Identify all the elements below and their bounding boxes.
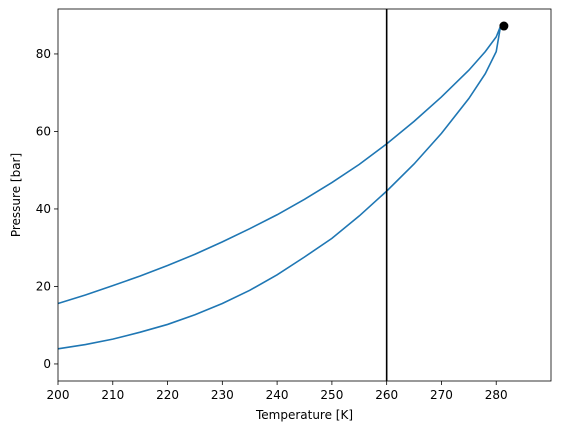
y-tick-label: 40 (36, 202, 51, 216)
x-tick-label: 210 (101, 388, 124, 402)
x-tick-label: 260 (375, 388, 398, 402)
plot-background (58, 9, 551, 381)
x-axis-label: Temperature [K] (255, 408, 353, 422)
x-tick-label: 240 (266, 388, 289, 402)
critical-point-marker (499, 21, 509, 31)
x-tick-label: 280 (485, 388, 508, 402)
x-tick-label: 270 (430, 388, 453, 402)
y-tick-label: 60 (36, 124, 51, 138)
x-tick-label: 230 (211, 388, 234, 402)
marks-layer (385, 9, 509, 381)
x-tick-label: 250 (320, 388, 343, 402)
series-line-1 (57, 25, 502, 305)
y-tick-label: 80 (36, 47, 51, 61)
y-axis-ticks: 0 20 40 60 80 (36, 47, 58, 371)
x-tick-label: 200 (47, 388, 70, 402)
series-line-2 (57, 25, 502, 350)
y-axis-label: Pressure [bar] (9, 153, 23, 237)
y-tick-label: 20 (36, 279, 51, 293)
plot-frame (57, 8, 552, 382)
series-layer (57, 25, 502, 350)
y-tick-label: 0 (43, 357, 51, 371)
x-axis-ticks: 200 210 220 230 240 250 260 270 280 (47, 381, 508, 402)
x-tick-label: 220 (156, 388, 179, 402)
